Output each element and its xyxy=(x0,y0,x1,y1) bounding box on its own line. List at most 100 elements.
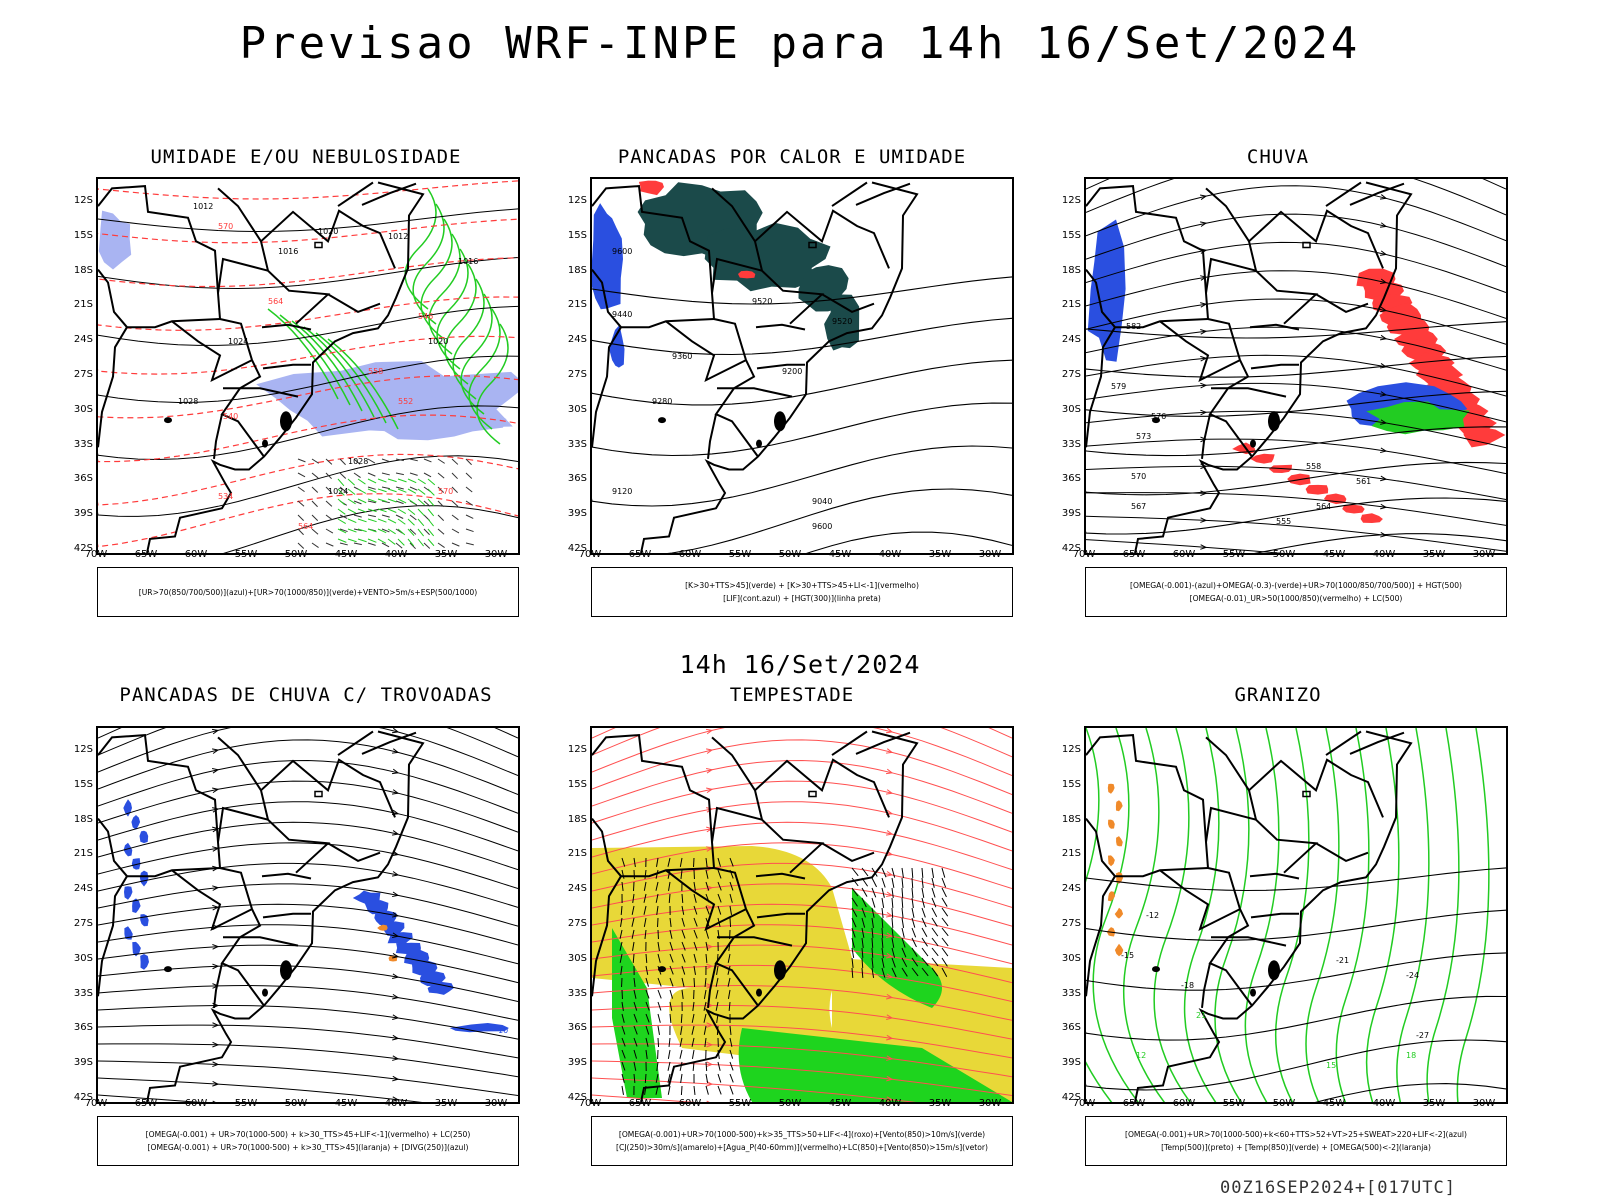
stream-arrow xyxy=(886,830,894,836)
wind-vector-green xyxy=(387,498,397,503)
wind-vector xyxy=(881,957,885,968)
wind-vector xyxy=(941,877,947,888)
state-border xyxy=(361,731,417,755)
streamline xyxy=(98,728,518,758)
wind-vector xyxy=(931,877,935,888)
wind-vector xyxy=(633,989,637,999)
wind-vector xyxy=(931,907,938,918)
legend-line: [Temp(500)](preto) + [Temp(850)](verde) … xyxy=(1161,1143,1431,1152)
wind-vector xyxy=(891,967,897,978)
wind-vector-green xyxy=(367,518,377,523)
lat-tick-label: 27S xyxy=(1061,369,1081,380)
wind-vector-green xyxy=(427,518,434,527)
state-border xyxy=(711,257,763,294)
mar-chiquita xyxy=(658,417,666,424)
hail-area-orange xyxy=(1116,872,1123,884)
pressure-label: 1024 xyxy=(328,487,348,496)
lat-tick-label: 15S xyxy=(1061,778,1081,790)
state-border xyxy=(753,209,890,325)
wind-vector-green xyxy=(397,518,406,525)
stream-arrow xyxy=(886,1014,894,1020)
lon-tick-label: 60W xyxy=(184,1098,208,1109)
state-border xyxy=(707,962,717,1009)
lon-tick-label: 40W xyxy=(878,549,902,560)
map-svg-umidade: 1012 1016 1020 1024 1028 1012 1016 1020 1024 1028… xyxy=(98,180,518,553)
wind-vector xyxy=(633,1049,638,1059)
wind-vector xyxy=(911,967,919,977)
stream-arrow xyxy=(886,1055,894,1061)
wind-vector xyxy=(621,857,626,867)
wind-vector xyxy=(644,929,647,939)
lon-tick-label: 45W xyxy=(334,1098,358,1109)
streamline-850 xyxy=(592,728,1012,758)
wind-vector xyxy=(381,528,390,533)
wind-vector xyxy=(395,486,404,490)
lat-tick-label: 18S xyxy=(567,813,587,825)
wind-vector xyxy=(901,927,905,938)
hgt-label: 582 xyxy=(1126,322,1141,331)
streamline xyxy=(1086,185,1506,242)
temp500-contour xyxy=(1086,867,1506,892)
wind-vector-green xyxy=(387,478,397,483)
thickness-contour xyxy=(98,414,518,463)
state-border xyxy=(1086,875,1116,997)
wind-vector-green xyxy=(367,508,377,513)
lat-tick-label: 27S xyxy=(1061,918,1081,929)
lat-tick-label: 39S xyxy=(73,1057,93,1069)
wind-vector-green xyxy=(427,538,435,547)
stream-arrow xyxy=(212,1022,220,1028)
wind-vector xyxy=(353,500,362,505)
hgt-label: 9600 xyxy=(812,522,832,531)
wind-vector xyxy=(681,905,685,915)
stream-arrow xyxy=(392,1055,400,1061)
df-box xyxy=(1302,790,1311,798)
wind-vector xyxy=(339,514,348,519)
wind-vector xyxy=(705,953,708,964)
wind-vector xyxy=(941,957,948,967)
wind-vector xyxy=(703,1025,707,1035)
stream-arrow xyxy=(886,1034,894,1041)
lon-tick-label: 65W xyxy=(1122,549,1146,560)
stream-arrow xyxy=(706,767,714,774)
wind-vector xyxy=(325,542,334,547)
wind-vector xyxy=(619,941,623,951)
wind-vector xyxy=(941,897,948,907)
stream-arrow xyxy=(212,1041,220,1048)
wind-vector xyxy=(705,881,710,891)
lon-tick-label: 65W xyxy=(628,1098,652,1109)
coastline xyxy=(640,730,919,1102)
wind-vector xyxy=(861,957,864,969)
stream-arrow xyxy=(391,768,400,775)
wind-vector xyxy=(645,965,649,975)
lagoa-mirim xyxy=(756,988,762,997)
lon-tick-label: 35W xyxy=(1422,549,1446,560)
lon-tick-label: 50W xyxy=(1272,549,1296,560)
streamline xyxy=(98,1043,518,1078)
wind-vector xyxy=(367,500,376,504)
wind-vector xyxy=(680,1085,683,1096)
rain-area-red xyxy=(1323,493,1347,505)
lon-tick-label: 50W xyxy=(284,1098,308,1109)
lagoa-mirim xyxy=(1250,439,1256,448)
wind-vector xyxy=(861,937,864,948)
wind-vector xyxy=(901,957,908,968)
thickness-contour xyxy=(98,218,518,244)
df-box xyxy=(808,241,817,249)
state-border xyxy=(665,320,747,383)
temp850-contour xyxy=(1335,728,1370,1102)
wind-vector xyxy=(851,917,857,928)
wind-vector xyxy=(423,542,431,549)
stream-arrow xyxy=(1200,490,1208,497)
state-border xyxy=(1249,323,1300,331)
wind-vector-green xyxy=(387,528,396,535)
wind-vector xyxy=(871,897,876,908)
state-border xyxy=(1325,181,1362,207)
temp-label: -21 xyxy=(1336,956,1349,965)
wind-vector xyxy=(931,927,939,937)
wind-vector xyxy=(692,1001,695,1011)
jet-area xyxy=(592,846,1012,1102)
temp850-contour xyxy=(1153,728,1191,1102)
instability-area xyxy=(824,293,860,351)
wind-vector xyxy=(367,458,376,464)
wind-vector xyxy=(395,500,404,505)
